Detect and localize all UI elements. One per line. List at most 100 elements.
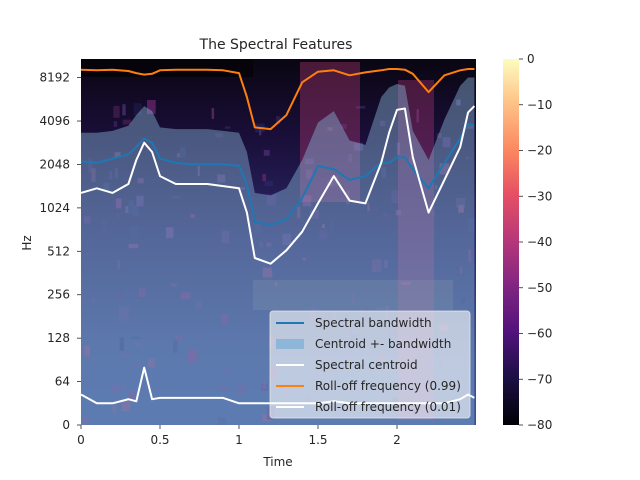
spectrogram-cell xyxy=(330,219,335,234)
spectrogram-cell xyxy=(103,182,110,192)
spectrogram-cell xyxy=(327,127,333,131)
spectrogram-cell xyxy=(211,108,215,119)
spectrogram-cell xyxy=(219,386,228,392)
series-line-3 xyxy=(81,68,475,131)
spectrogram-cell xyxy=(266,242,272,247)
y-tick-label: 64 xyxy=(55,375,70,389)
spectrogram-cell xyxy=(465,126,474,129)
colorbar-ticks: 0 −10 −20 −30 −40 −50 −60 −70 −80 xyxy=(519,52,552,432)
spectrogram-cell xyxy=(460,297,466,304)
spectrogram-cell xyxy=(129,226,139,238)
spectrogram-cell xyxy=(118,291,123,300)
spectrogram-cell xyxy=(81,59,253,77)
spectrogram-cell xyxy=(380,120,386,127)
spectrogram-cell xyxy=(391,190,399,203)
spectrogram-cell xyxy=(88,158,93,173)
y-tick-label: 128 xyxy=(47,331,70,345)
legend-label: Roll-off frequency (0.99) xyxy=(315,379,461,393)
spectrogram-cell xyxy=(217,174,226,183)
spectrogram-cell xyxy=(131,336,141,339)
spectrogram-cell xyxy=(259,242,264,247)
spectrogram-cell xyxy=(340,124,347,129)
spectrogram-cell xyxy=(276,116,281,124)
spectrogram-cell xyxy=(300,62,360,202)
spectrogram-cell xyxy=(258,128,262,136)
y-axis-label: Hz xyxy=(20,235,34,250)
spectrogram-cell xyxy=(114,152,121,158)
spectrogram-cell xyxy=(397,142,400,155)
spectrogram-cell xyxy=(173,179,179,185)
legend: Spectral bandwidth Centroid +- bandwidth S… xyxy=(269,310,471,419)
spectrogram-cell xyxy=(175,334,183,342)
spectrogram-cell xyxy=(218,417,227,425)
spectrogram-cell xyxy=(112,401,117,414)
spectrogram-cell xyxy=(221,313,228,325)
spectrogram-cell xyxy=(262,381,266,390)
series-line-0 xyxy=(81,123,475,226)
spectrogram-cell xyxy=(400,281,411,285)
spectrogram-cell xyxy=(264,180,273,186)
spectrogram-cell xyxy=(122,104,126,116)
x-tick-label: 2 xyxy=(393,433,401,447)
y-tick-label: 256 xyxy=(47,288,70,302)
y-tick-label: 1024 xyxy=(39,201,70,215)
spectrogram-cell xyxy=(225,369,232,374)
spectrogram-cell xyxy=(180,292,191,300)
colorbar xyxy=(503,59,519,425)
spectrogram-cell xyxy=(439,163,450,175)
spectrogram-cell xyxy=(137,178,144,184)
spectrogram-cell xyxy=(329,176,338,187)
spectrogram-cell xyxy=(84,345,90,357)
spectrogram-cell xyxy=(302,195,312,207)
spectrogram-cell xyxy=(238,187,245,190)
spectrogram-cell xyxy=(82,418,90,423)
colorbar-tick-label: −10 xyxy=(527,98,552,112)
spectrogram-cell xyxy=(118,306,129,321)
colorbar-tick-label: −60 xyxy=(527,327,552,341)
spectrogram-cell xyxy=(109,171,113,180)
spectrogram-cell xyxy=(352,293,355,305)
spectrogram-cell xyxy=(395,210,401,216)
spectrogram-cell xyxy=(416,109,419,123)
spectrogram-cell xyxy=(122,119,132,125)
spectrogram-cell xyxy=(262,267,272,278)
spectrogram-cell xyxy=(431,211,436,217)
x-tick-label: 0 xyxy=(77,433,85,447)
spectrogram-cell xyxy=(128,392,136,401)
spectrogram-cell xyxy=(458,204,464,213)
spectrogram-cell xyxy=(282,233,291,245)
spectrogram-cell xyxy=(176,153,180,158)
spectrogram-cell xyxy=(468,249,471,262)
spectrogram-cell xyxy=(173,340,178,354)
spectrogram-cell xyxy=(371,259,382,272)
y-tick-label: 0 xyxy=(62,418,70,432)
spectrogram-cell xyxy=(356,106,366,109)
legend-swatch xyxy=(276,339,304,349)
spectrogram-cell xyxy=(456,99,461,106)
spectrogram-cell xyxy=(195,300,202,309)
spectrogram-cell xyxy=(456,198,466,208)
legend-label: Roll-off frequency (0.01) xyxy=(315,400,461,414)
spectrogram-cell xyxy=(262,174,267,182)
spectrogram-cell xyxy=(101,219,108,234)
spectrogram-cell xyxy=(225,126,231,129)
spectrogram-cell xyxy=(132,205,139,217)
spectrogram-cell xyxy=(166,227,174,239)
y-tick-label: 4096 xyxy=(39,114,70,128)
y-tick-label: 8192 xyxy=(39,71,70,85)
legend-label: Spectral centroid xyxy=(315,358,418,372)
spectrogram-cell xyxy=(221,230,230,244)
spectrogram-cell xyxy=(382,213,387,217)
spectrogram-cell xyxy=(254,222,261,235)
spectrogram-cell xyxy=(179,147,186,158)
spectrogram-cell xyxy=(267,273,275,277)
spectrogram-cell xyxy=(274,281,278,287)
spectrogram-cell xyxy=(133,365,142,368)
spectrogram-cell xyxy=(120,353,130,360)
spectrogram-cell xyxy=(467,218,476,232)
spectrogram-cell xyxy=(147,100,156,114)
spectrogram-cell xyxy=(128,243,139,249)
spectrogram-cell xyxy=(376,307,383,310)
spectrogram-cell xyxy=(115,198,122,209)
spectrogram-cell xyxy=(263,150,270,156)
